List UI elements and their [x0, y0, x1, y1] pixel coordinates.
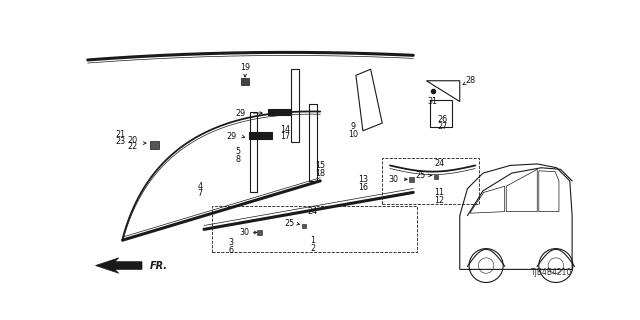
Bar — [268, 109, 291, 116]
Bar — [434, 175, 438, 179]
Text: 13: 13 — [358, 175, 368, 184]
Text: 3: 3 — [228, 238, 234, 247]
Bar — [382, 158, 479, 204]
Text: 20: 20 — [127, 136, 138, 145]
Bar — [291, 69, 298, 142]
Bar — [303, 224, 307, 228]
Text: 10: 10 — [348, 130, 358, 139]
Text: 2: 2 — [310, 244, 315, 253]
Text: 11: 11 — [435, 188, 445, 197]
Text: 21: 21 — [115, 130, 125, 139]
Text: 19: 19 — [240, 63, 250, 72]
Text: 4: 4 — [198, 182, 203, 191]
Bar — [309, 104, 317, 181]
Text: 15: 15 — [315, 161, 325, 170]
Polygon shape — [95, 258, 142, 273]
Text: TJB4B4210: TJB4B4210 — [531, 268, 572, 277]
Text: 31: 31 — [428, 97, 438, 106]
Text: 28: 28 — [465, 76, 476, 85]
Bar — [250, 112, 257, 192]
Text: 1: 1 — [310, 236, 315, 245]
Text: 29: 29 — [227, 132, 237, 141]
Bar — [241, 78, 249, 84]
Text: 30: 30 — [389, 175, 399, 184]
Text: 14: 14 — [280, 125, 291, 134]
Bar — [150, 141, 159, 148]
Text: 25: 25 — [284, 219, 294, 228]
Text: 8: 8 — [236, 155, 241, 164]
Text: 16: 16 — [358, 182, 368, 191]
Text: 17: 17 — [280, 132, 291, 141]
Text: 18: 18 — [316, 169, 325, 178]
Text: FR.: FR. — [150, 260, 168, 270]
Text: 24: 24 — [307, 207, 317, 216]
Text: 30: 30 — [239, 228, 250, 237]
Text: 25: 25 — [416, 171, 426, 180]
Text: 9: 9 — [350, 123, 355, 132]
Bar — [257, 230, 262, 235]
Text: 6: 6 — [228, 246, 234, 255]
Text: 23: 23 — [115, 137, 125, 146]
Text: 22: 22 — [127, 142, 138, 151]
Text: 5: 5 — [236, 147, 241, 156]
Text: 7: 7 — [198, 189, 203, 198]
Bar — [249, 132, 272, 139]
Text: 24: 24 — [435, 159, 445, 168]
Text: 12: 12 — [435, 196, 445, 204]
Text: 26: 26 — [438, 115, 448, 124]
Bar — [410, 177, 414, 182]
Text: 27: 27 — [438, 123, 448, 132]
Text: 29: 29 — [236, 108, 246, 117]
